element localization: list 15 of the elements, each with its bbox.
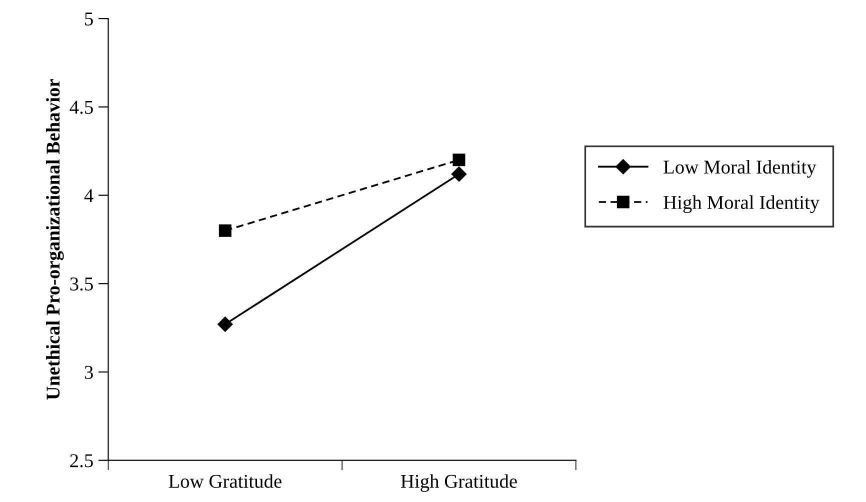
y-tick-label: 5 [85,12,93,26]
legend-label: Low Moral Identity [664,160,816,178]
point [218,316,233,332]
y-tick-label: 3.5 [70,278,93,291]
x-tick-label: High Gratitude [400,474,517,492]
x-tick-label: Low Gratitude [168,474,282,488]
point [218,224,232,237]
y-axis-title: Unethical Pro-organizational Behavior [46,79,64,400]
point [451,166,467,182]
legend-label: High Moral Identity [664,195,820,213]
point [452,154,466,166]
y-tick-label: 3 [84,366,93,379]
y-tick-label: 2.5 [70,454,93,468]
y-tick-label: 4.5 [70,100,93,114]
y-tick-label: 4 [84,189,94,202]
